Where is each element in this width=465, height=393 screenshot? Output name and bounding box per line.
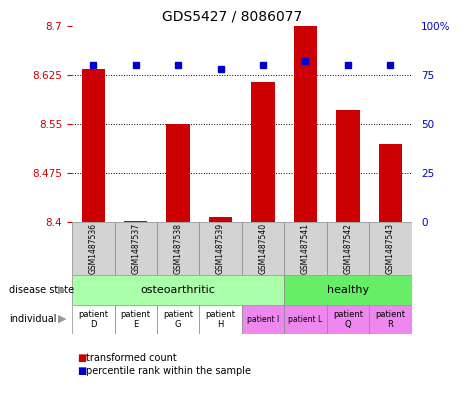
Text: patient
H: patient H — [206, 310, 236, 329]
Text: patient L: patient L — [288, 315, 323, 324]
Bar — [369, 222, 412, 275]
Text: GSM1487539: GSM1487539 — [216, 223, 225, 274]
Bar — [336, 110, 359, 222]
Text: GSM1487540: GSM1487540 — [259, 223, 267, 274]
Bar — [72, 275, 284, 305]
Bar — [284, 305, 326, 334]
Bar — [252, 82, 275, 222]
Bar — [326, 305, 369, 334]
Text: ■: ■ — [77, 353, 86, 363]
Bar — [72, 222, 114, 275]
Text: patient
R: patient R — [375, 310, 405, 329]
Text: GSM1487542: GSM1487542 — [343, 223, 352, 274]
Text: percentile rank within the sample: percentile rank within the sample — [86, 366, 251, 376]
Text: patient
D: patient D — [78, 310, 108, 329]
Bar — [294, 26, 317, 222]
Bar — [166, 125, 190, 222]
Text: patient
Q: patient Q — [333, 310, 363, 329]
Bar — [82, 70, 105, 222]
Text: osteoarthritic: osteoarthritic — [141, 285, 216, 295]
Bar — [369, 305, 412, 334]
Bar — [114, 222, 157, 275]
Text: GSM1487541: GSM1487541 — [301, 223, 310, 274]
Text: ▶: ▶ — [58, 285, 66, 295]
Bar — [326, 222, 369, 275]
Text: GSM1487537: GSM1487537 — [131, 223, 140, 274]
Bar — [284, 222, 326, 275]
Text: GSM1487543: GSM1487543 — [386, 223, 395, 274]
Text: transformed count: transformed count — [86, 353, 177, 363]
Text: GDS5427 / 8086077: GDS5427 / 8086077 — [162, 10, 303, 24]
Bar — [199, 222, 242, 275]
Bar — [157, 305, 199, 334]
Text: patient
G: patient G — [163, 310, 193, 329]
Text: ■: ■ — [77, 366, 86, 376]
Bar — [242, 222, 284, 275]
Text: disease state: disease state — [9, 285, 74, 295]
Bar — [242, 305, 284, 334]
Text: healthy: healthy — [327, 285, 369, 295]
Text: individual: individual — [9, 314, 57, 324]
Text: GSM1487538: GSM1487538 — [173, 223, 183, 274]
Bar — [72, 305, 114, 334]
Bar — [209, 217, 232, 222]
Text: patient
E: patient E — [121, 310, 151, 329]
Bar — [114, 305, 157, 334]
Bar — [124, 221, 147, 222]
Bar — [199, 305, 242, 334]
Bar — [157, 222, 199, 275]
Text: ▶: ▶ — [58, 314, 66, 324]
Text: GSM1487536: GSM1487536 — [89, 223, 98, 274]
Text: patient I: patient I — [247, 315, 279, 324]
Bar — [284, 275, 412, 305]
Bar — [379, 144, 402, 222]
